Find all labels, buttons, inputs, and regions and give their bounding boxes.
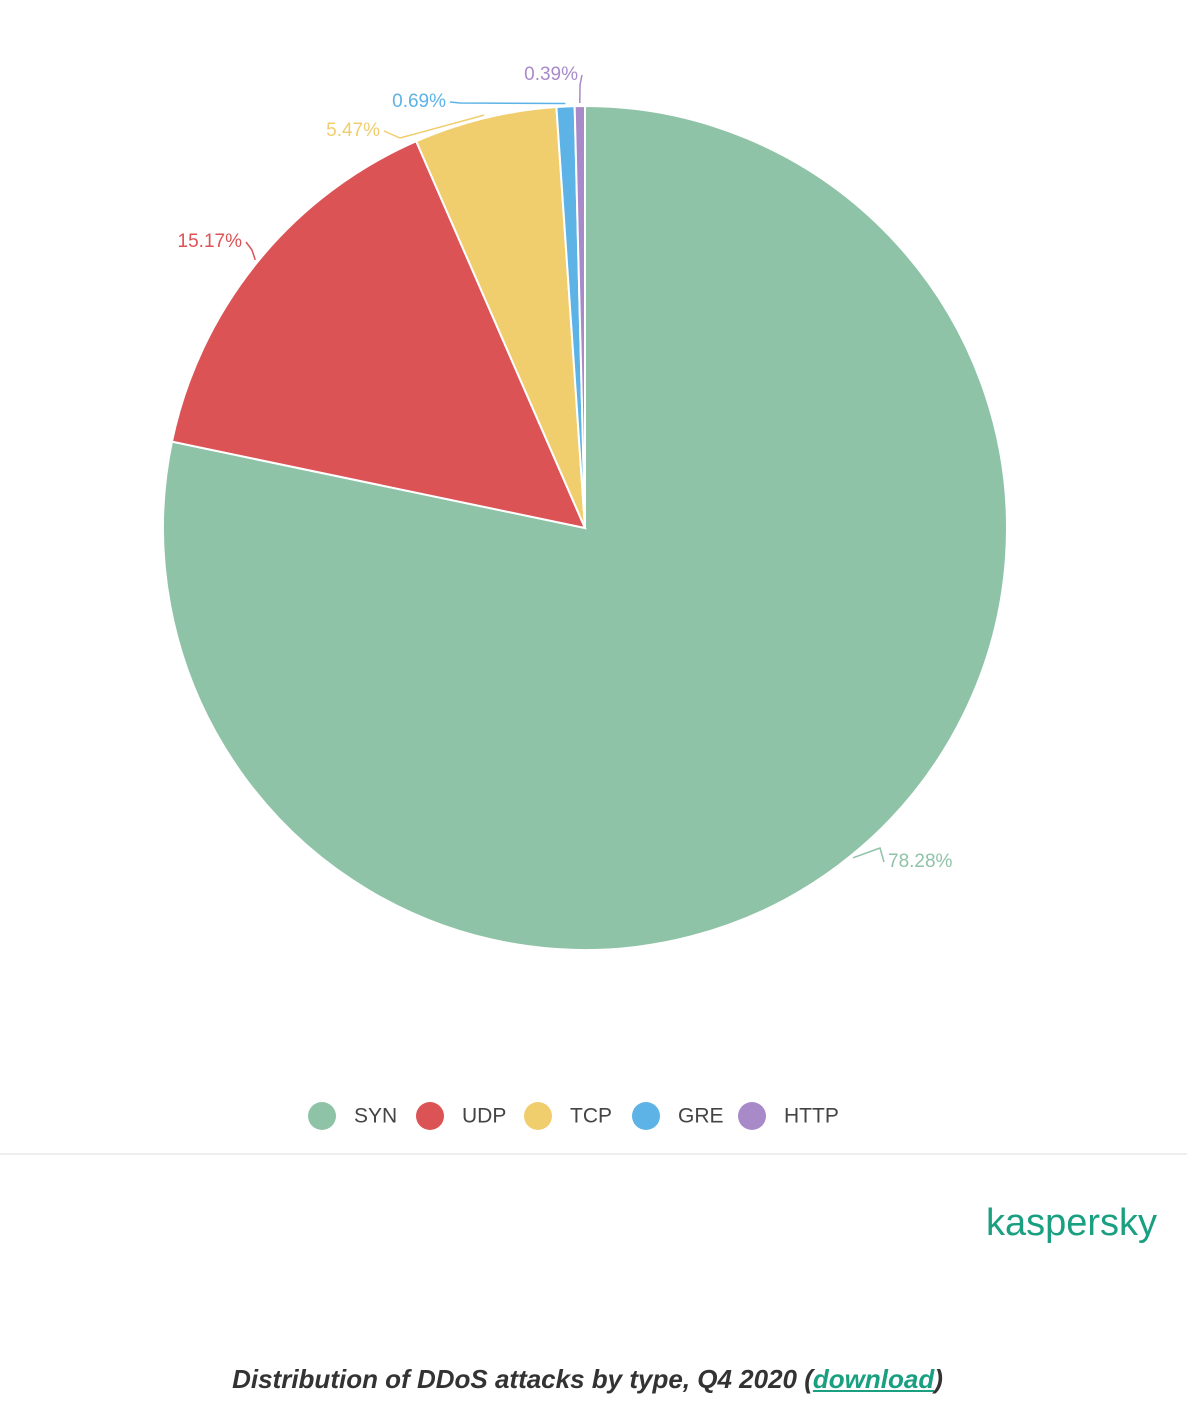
value-label: 0.39% bbox=[524, 64, 578, 85]
legend-swatch bbox=[416, 1102, 444, 1130]
value-label: 5.47% bbox=[326, 120, 380, 141]
legend-label: GRE bbox=[678, 1105, 724, 1128]
value-label: 15.17% bbox=[178, 231, 243, 252]
leader-line bbox=[449, 101, 566, 105]
legend-label: TCP bbox=[570, 1105, 612, 1128]
legend-swatch bbox=[738, 1102, 766, 1130]
leader-line bbox=[579, 74, 583, 104]
legend-swatch bbox=[632, 1102, 660, 1130]
legend-swatch bbox=[308, 1102, 336, 1130]
chart: kaspersky 78.28% 15.17% 5.47% 0.69% 0.39% SYN… bbox=[0, 64, 1187, 1244]
legend-label: UDP bbox=[462, 1105, 506, 1128]
value-label: 0.69% bbox=[392, 91, 446, 112]
pie-slice bbox=[414, 105, 586, 529]
leader-line bbox=[852, 847, 885, 863]
legend-label: HTTP bbox=[784, 1105, 839, 1128]
leader-line bbox=[245, 241, 256, 261]
caption-text: ) bbox=[934, 1364, 943, 1394]
legend-label: SYN bbox=[354, 1105, 397, 1128]
logo: kaspersky bbox=[986, 1202, 1157, 1244]
caption: Distribution of DDoS attacks by type, Q4… bbox=[0, 1364, 1175, 1395]
caption-text: Distribution of DDoS attacks by type, Q4… bbox=[232, 1364, 813, 1394]
value-label: 78.28% bbox=[888, 851, 953, 872]
download-link[interactable]: download bbox=[812, 1364, 935, 1394]
pie-slice bbox=[573, 104, 586, 529]
pie-slice bbox=[170, 139, 587, 530]
leader-line bbox=[383, 114, 485, 139]
legend-swatch bbox=[524, 1102, 552, 1130]
